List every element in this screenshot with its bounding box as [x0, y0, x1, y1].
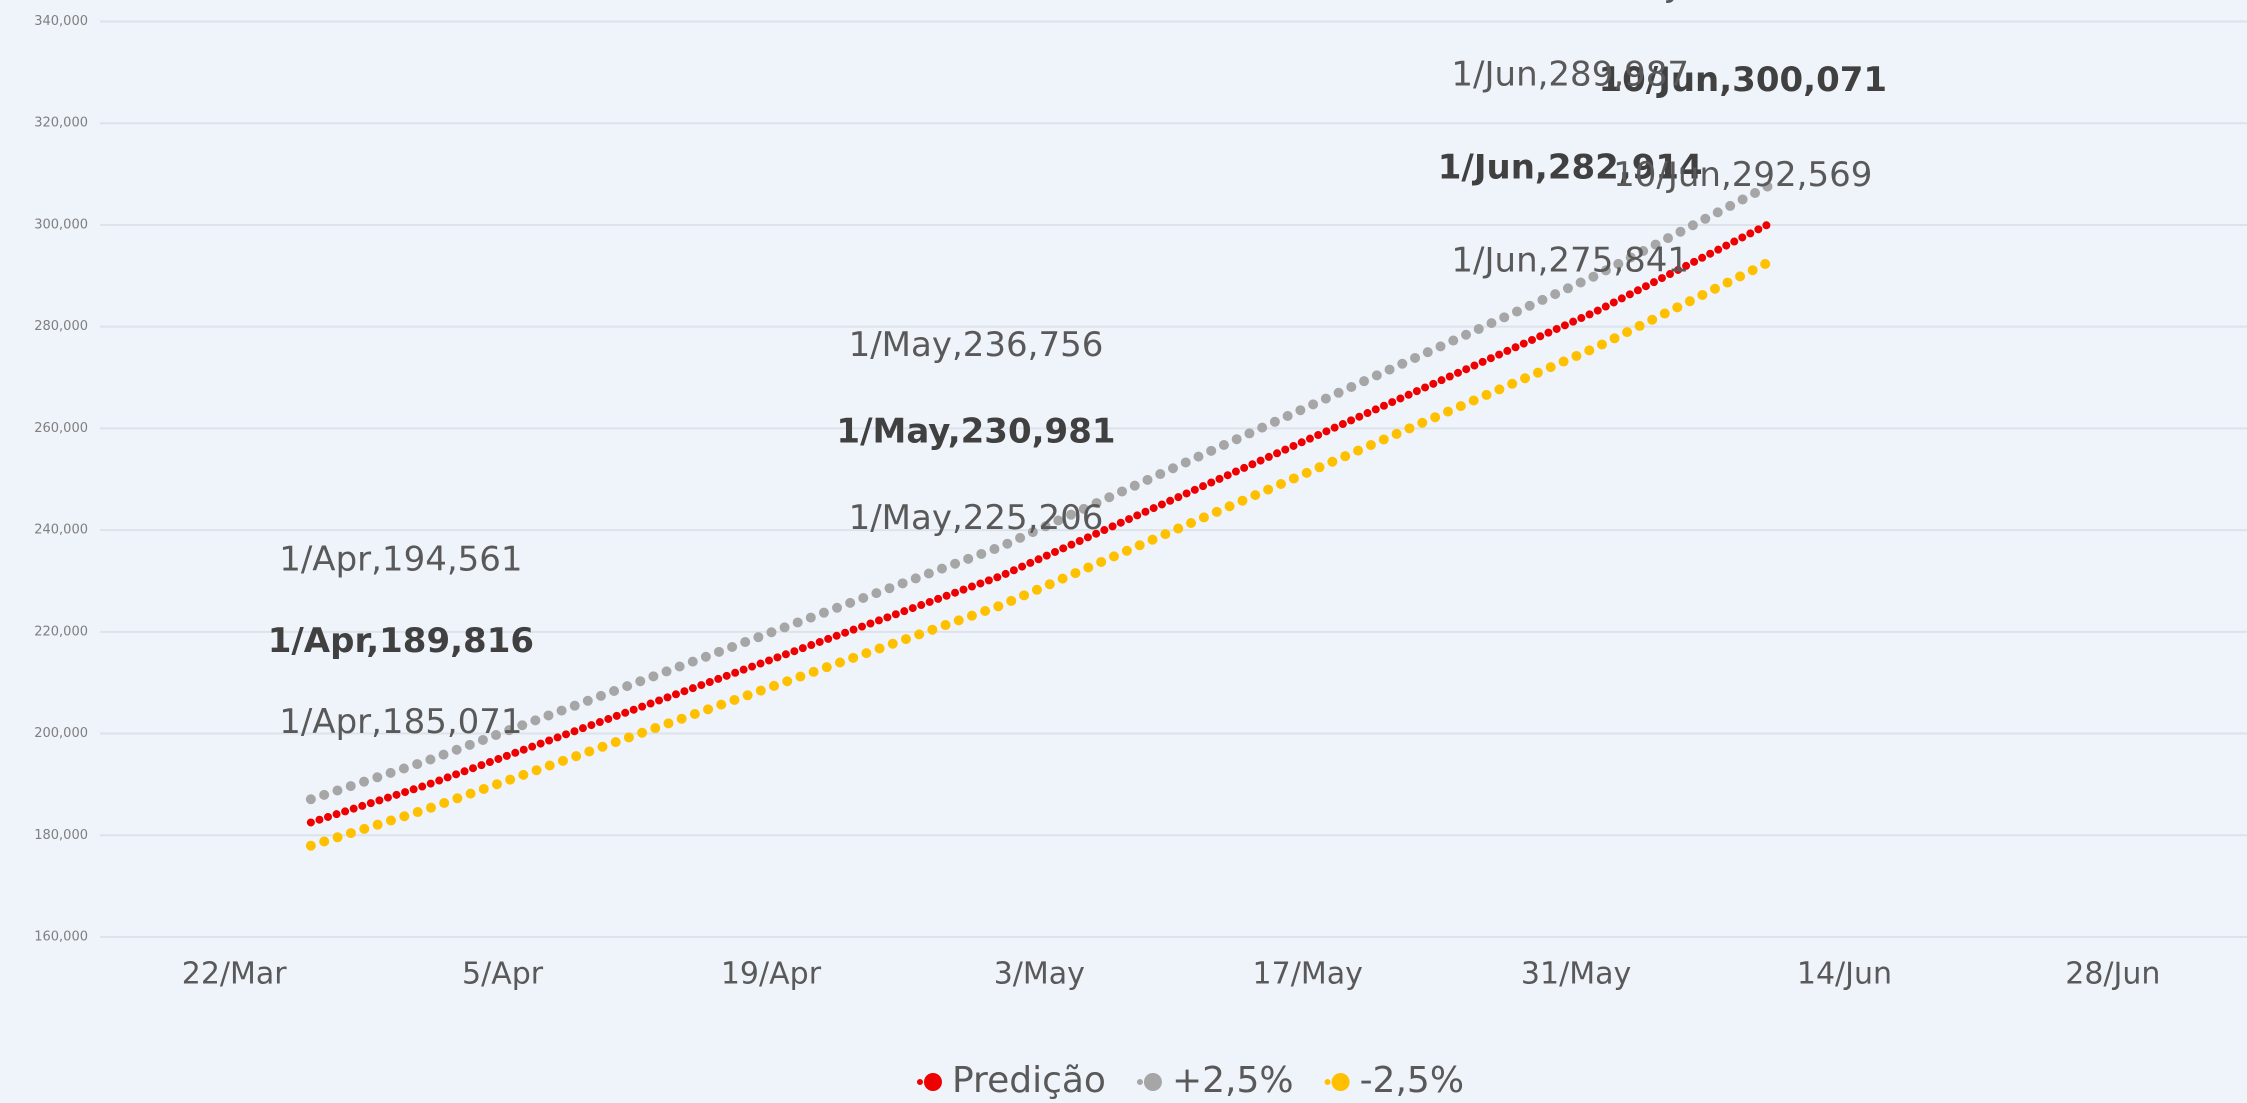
x-tick-label: 31/May [1521, 957, 1631, 992]
series-line [306, 220, 1772, 827]
y-tick-label: 280,000 [34, 319, 88, 334]
data-label: 10/Jun,307,573 [1613, 0, 1872, 5]
y-tick-label: 200,000 [34, 726, 88, 741]
legend-label: Predição [952, 1060, 1106, 1101]
series-line [305, 181, 1773, 805]
data-label: 1/May,225,206 [849, 498, 1104, 538]
y-tick-label: 300,000 [34, 217, 88, 232]
x-tick-label: 17/May [1253, 957, 1363, 992]
y-tick-label: 160,000 [34, 930, 88, 945]
data-label: 1/May,236,756 [849, 325, 1104, 365]
data-label: 1/Apr,189,816 [268, 621, 534, 661]
legend: Predição +2,5% -2,5% [916, 1060, 1464, 1101]
y-tick-label: 220,000 [34, 624, 88, 639]
data-label: 1/Apr,185,071 [279, 702, 522, 742]
x-tick-label: 3/May [994, 957, 1085, 992]
legend-item: +2,5% [1136, 1060, 1294, 1101]
y-tick-label: 340,000 [34, 14, 88, 29]
legend-marker [923, 1073, 942, 1091]
data-label: 1/Apr,194,561 [279, 540, 522, 580]
y-tick-label: 180,000 [34, 828, 88, 843]
x-tick-label: 14/Jun [1797, 957, 1892, 992]
legend-marker [1331, 1073, 1350, 1091]
series-line [305, 257, 1773, 851]
data-label: 10/Jun,292,569 [1613, 155, 1872, 195]
data-label: 10/Jun,300,071 [1598, 60, 1887, 100]
x-tick-label: 5/Apr [462, 957, 544, 992]
legend-item: Predição [916, 1060, 1106, 1101]
legend-label: +2,5% [1172, 1060, 1294, 1101]
y-tick-label: 260,000 [34, 421, 88, 436]
data-label: 1/Jun,282,914 [1438, 147, 1703, 187]
data-label: 1/May,230,981 [836, 411, 1115, 451]
x-tick-label: 22/Mar [182, 957, 288, 992]
legend-marker [1143, 1073, 1162, 1091]
y-tick-label: 240,000 [34, 523, 88, 538]
legend-label: -2,5% [1360, 1060, 1464, 1101]
x-tick-label: 19/Apr [721, 957, 822, 992]
x-tick-label: 28/Jun [2065, 957, 2160, 992]
legend-item: -2,5% [1324, 1060, 1464, 1101]
y-tick-label: 320,000 [34, 116, 88, 131]
data-label: 1/Jun,275,841 [1451, 240, 1689, 280]
data-label: 1/Jun,289,987 [1451, 54, 1689, 94]
